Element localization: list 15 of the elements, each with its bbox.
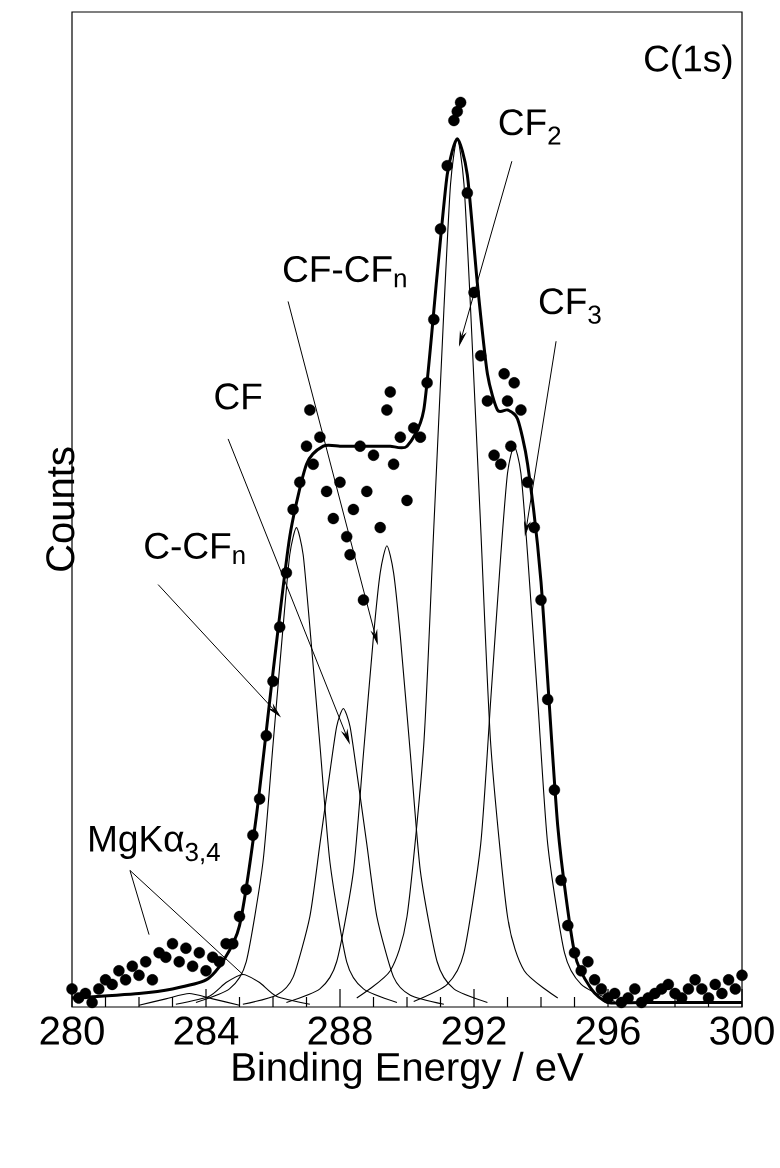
x-tick-label: 296: [576, 1016, 640, 1045]
text: C(1s): [645, 44, 732, 79]
annotation: MgKα$_{3,4}$: [90, 825, 220, 865]
x-axis-title: Binding Energy / eV: [233, 1051, 584, 1089]
annotation: C-CF$_{n}$: [145, 532, 245, 565]
annotation: CF-CF$_{n}$: [283, 255, 406, 288]
x-tick-label: 284: [174, 1016, 239, 1045]
x-tick-label: 288: [308, 1016, 372, 1045]
y-axis-title: Counts: [46, 447, 75, 571]
x-tick-label: 280: [40, 1016, 104, 1045]
annotation: CF$_{3}$: [539, 288, 601, 324]
annotation: CF$_{2}$: [499, 109, 561, 145]
x-tick-label: 300: [710, 1016, 774, 1045]
annotation: CF: [215, 383, 262, 410]
x-tick-label: 292: [442, 1016, 506, 1045]
